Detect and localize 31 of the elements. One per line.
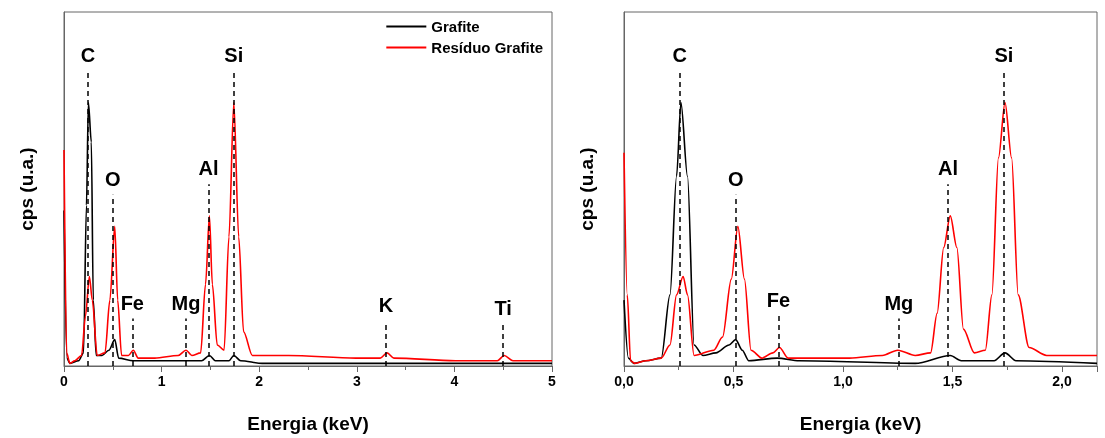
- ref-line-label: K: [378, 294, 394, 317]
- y-axis-title: cps (u.a.): [16, 147, 37, 231]
- ref-line-label: Al: [938, 157, 959, 180]
- y-axis-title: cps (u.a.): [576, 147, 597, 231]
- ref-line-label: Si: [994, 44, 1014, 66]
- x-axis-title: Energia (keV): [247, 413, 369, 434]
- legend-label: Grafite: [431, 18, 480, 35]
- x-tick-label: 0,5: [723, 373, 744, 389]
- ref-line-label: C: [672, 44, 688, 66]
- ref-line-label: O: [727, 167, 744, 190]
- ref-line-label: Mg: [171, 291, 201, 314]
- x-tick-label: 2,0: [1052, 373, 1072, 389]
- x-tick-label: 0: [60, 373, 69, 389]
- x-tick-label: 2: [255, 373, 264, 389]
- ref-line-label: Fe: [120, 291, 144, 314]
- ref-line-label: C: [80, 44, 96, 66]
- x-axis-title: Energia (keV): [799, 413, 922, 434]
- x-tick-label: 4: [450, 373, 459, 389]
- ref-line-label: O: [105, 167, 121, 190]
- legend-label: Resíduo Grafite: [431, 39, 543, 56]
- x-tick-label: 1,0: [833, 373, 853, 389]
- ref-line-label: Mg: [884, 291, 914, 314]
- ref-line-label: Al: [198, 157, 219, 180]
- x-tick-label: 3: [352, 373, 361, 389]
- x-tick-label: 1,5: [942, 373, 963, 389]
- ref-line-label: Si: [224, 44, 244, 66]
- x-tick-label: 1: [157, 373, 166, 389]
- x-tick-label: 5: [548, 373, 557, 389]
- ref-line-label: Fe: [766, 288, 791, 311]
- x-tick-label: 0,0: [614, 373, 634, 389]
- ref-line-label: Ti: [494, 296, 512, 319]
